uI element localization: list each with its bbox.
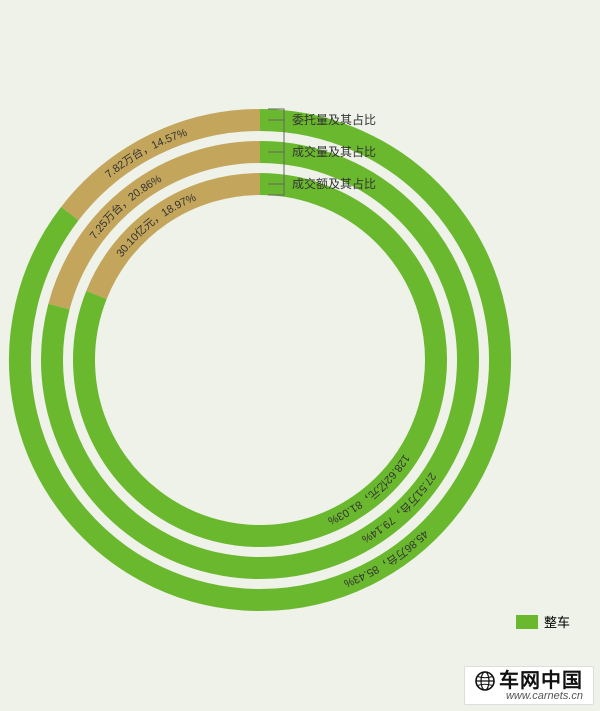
watermark-url: www.carnets.cn (475, 691, 583, 702)
legend-swatch-green (516, 615, 538, 629)
axis-label-1: 成交量及其占比 (292, 144, 376, 159)
radial-chart-container: 45.86万台，85.43%7.82万台，14.57%27.51万台，79.14… (0, 0, 600, 711)
legend-label: 整车 (544, 612, 570, 631)
axis-label-0: 委托量及其占比 (292, 112, 376, 127)
watermark: 车网中国 www.carnets.cn (464, 666, 594, 705)
globe-icon (475, 671, 495, 691)
axis-label-2: 成交额及其占比 (292, 176, 376, 191)
watermark-cn: 车网中国 (475, 671, 583, 691)
radial-chart-svg: 45.86万台，85.43%7.82万台，14.57%27.51万台，79.14… (0, 0, 600, 711)
ring-1-seg-1 (59, 152, 260, 307)
legend: 整车 (516, 612, 570, 631)
watermark-cn-text: 车网中国 (499, 671, 583, 691)
